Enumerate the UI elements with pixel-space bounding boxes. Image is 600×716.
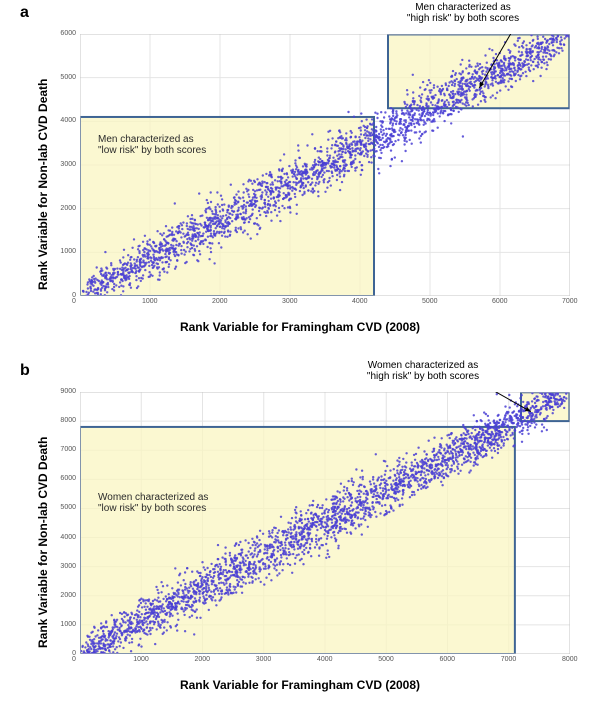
- y-tick-label: 1000: [48, 248, 76, 255]
- y-tick-label: 7000: [48, 446, 76, 453]
- x-tick-label: 0: [72, 656, 76, 663]
- figure-page: a Men characterized as"high risk" by bot…: [0, 0, 600, 716]
- panel-a-low-risk-annotation: Men characterized as"low risk" by both s…: [98, 134, 206, 156]
- y-tick-label: 2000: [48, 592, 76, 599]
- panel-b: b Women characterized as"high risk" by b…: [0, 358, 600, 716]
- x-tick-label: 7000: [562, 298, 578, 305]
- y-tick-label: 1000: [48, 621, 76, 628]
- panel-b-plot: Women characterized as"low risk" by both…: [80, 392, 570, 654]
- panel-b-low-risk-annotation-text: Women characterized as"low risk" by both…: [98, 492, 208, 514]
- y-tick-label: 4000: [48, 534, 76, 541]
- panel-a-ylabel: Rank Variable for Non-lab CVD Death: [36, 79, 50, 290]
- y-tick-label: 0: [48, 650, 76, 657]
- x-tick-label: 6000: [440, 656, 456, 663]
- x-tick-label: 5000: [422, 298, 438, 305]
- panel-a-high-risk-annotation-text: Men characterized as"high risk" by both …: [407, 2, 519, 24]
- y-tick-label: 9000: [48, 388, 76, 395]
- y-tick-label: 3000: [48, 161, 76, 168]
- panel-b-ylabel: Rank Variable for Non-lab CVD Death: [36, 437, 50, 648]
- y-tick-label: 8000: [48, 417, 76, 424]
- panel-b-high-risk-annotation: Women characterized as"high risk" by bot…: [328, 360, 518, 382]
- x-tick-label: 4000: [317, 656, 333, 663]
- panel-b-high-risk-annotation-text: Women characterized as"high risk" by bot…: [367, 360, 479, 382]
- panel-a-xlabel: Rank Variable for Framingham CVD (2008): [0, 320, 600, 334]
- panel-b-xlabel: Rank Variable for Framingham CVD (2008): [0, 678, 600, 692]
- x-tick-label: 6000: [492, 298, 508, 305]
- y-tick-label: 2000: [48, 205, 76, 212]
- panel-a: a Men characterized as"high risk" by bot…: [0, 0, 600, 358]
- x-tick-label: 7000: [501, 656, 517, 663]
- y-tick-label: 3000: [48, 563, 76, 570]
- panel-b-svg: [80, 392, 570, 654]
- x-tick-label: 1000: [133, 656, 149, 663]
- x-tick-label: 1000: [142, 298, 158, 305]
- panel-a-high-risk-annotation: Men characterized as"high risk" by both …: [378, 2, 548, 24]
- x-tick-label: 2000: [195, 656, 211, 663]
- x-tick-label: 4000: [352, 298, 368, 305]
- x-tick-label: 3000: [282, 298, 298, 305]
- x-tick-label: 2000: [212, 298, 228, 305]
- x-tick-label: 8000: [562, 656, 578, 663]
- x-tick-label: 3000: [256, 656, 272, 663]
- y-tick-label: 0: [48, 292, 76, 299]
- panel-a-plot: Men characterized as"low risk" by both s…: [80, 34, 570, 296]
- y-tick-label: 6000: [48, 30, 76, 37]
- panel-a-low-risk-annotation-text: Men characterized as"low risk" by both s…: [98, 134, 206, 156]
- panel-b-low-risk-annotation: Women characterized as"low risk" by both…: [98, 492, 208, 514]
- y-tick-label: 6000: [48, 475, 76, 482]
- x-tick-label: 5000: [378, 656, 394, 663]
- x-tick-label: 0: [72, 298, 76, 305]
- y-tick-label: 4000: [48, 117, 76, 124]
- y-tick-label: 5000: [48, 74, 76, 81]
- y-tick-label: 5000: [48, 504, 76, 511]
- panel-a-letter: a: [20, 4, 29, 22]
- panel-b-letter: b: [20, 362, 30, 380]
- panel-a-svg: [80, 34, 570, 296]
